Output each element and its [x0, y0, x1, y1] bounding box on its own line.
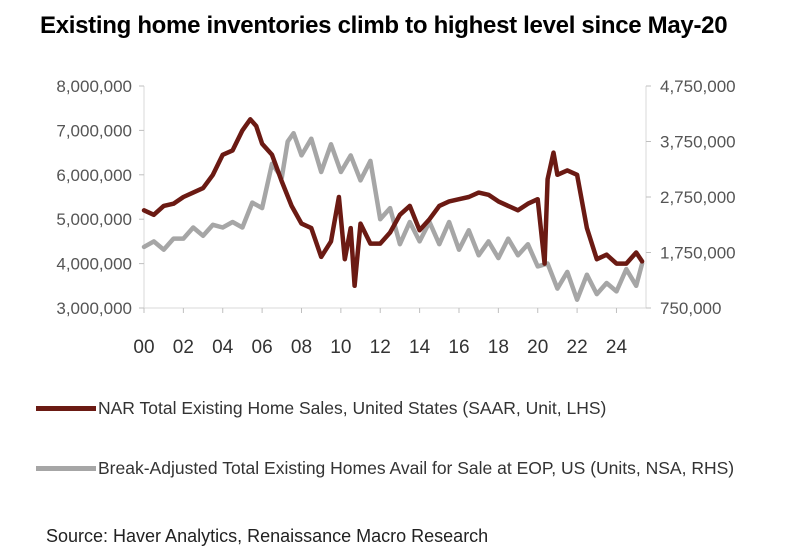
legend-label-inventory: Break-Adjusted Total Existing Homes Avai… — [98, 458, 735, 478]
x-tick-label: 16 — [448, 337, 469, 358]
right-tick-label: 1,750,000 — [660, 244, 736, 263]
left-tick-label: 5,000,000 — [56, 210, 132, 229]
left-tick-label: 7,000,000 — [56, 121, 132, 140]
source-note: Source: Haver Analytics, Renaissance Mac… — [46, 526, 489, 546]
left-tick-label: 4,000,000 — [56, 255, 132, 274]
right-axis-ticks: 750,000 1,750,000 2,750,000 3,750,000 4,750,… — [646, 77, 736, 318]
x-tick-label: 06 — [252, 337, 273, 358]
x-axis-ticks: 00 02 04 06 08 10 12 14 16 18 20 22 24 — [133, 308, 627, 358]
x-tick-label: 08 — [291, 337, 312, 358]
x-tick-label: 14 — [409, 337, 431, 358]
legend-swatch-inventory — [36, 466, 96, 471]
left-tick-label: 3,000,000 — [56, 299, 132, 318]
x-tick-label: 18 — [488, 337, 509, 358]
right-tick-label: 4,750,000 — [660, 77, 736, 96]
x-tick-label: 10 — [330, 337, 351, 358]
right-tick-label: 3,750,000 — [660, 133, 736, 152]
left-axis-ticks: 3,000,000 4,000,000 5,000,000 6,000,000 7,00… — [56, 77, 144, 318]
x-tick-label: 22 — [567, 337, 588, 358]
x-tick-label: 20 — [527, 337, 548, 358]
right-tick-label: 750,000 — [660, 299, 721, 318]
left-tick-label: 8,000,000 — [56, 77, 132, 96]
chart-svg: 3,000,000 4,000,000 5,000,000 6,000,000 7,00… — [56, 77, 736, 358]
x-tick-label: 04 — [212, 337, 234, 358]
legend-swatch-sales — [36, 406, 96, 411]
x-tick-label: 12 — [370, 337, 391, 358]
left-tick-label: 6,000,000 — [56, 166, 132, 185]
legend-item-sales: NAR Total Existing Home Sales, United St… — [36, 398, 606, 419]
x-tick-label: 02 — [173, 337, 194, 358]
series-layer — [141, 117, 645, 302]
x-tick-label: 00 — [133, 337, 154, 358]
x-tick-label: 24 — [606, 337, 628, 358]
legend-label-sales: NAR Total Existing Home Sales, United St… — [98, 398, 607, 418]
series-line-inventory — [141, 130, 645, 302]
legend-item-inventory: Break-Adjusted Total Existing Homes Avai… — [36, 458, 734, 479]
right-tick-label: 2,750,000 — [660, 188, 736, 207]
chart-title: Existing home inventories climb to highe… — [40, 12, 728, 39]
series-line-home-sales — [141, 117, 645, 289]
